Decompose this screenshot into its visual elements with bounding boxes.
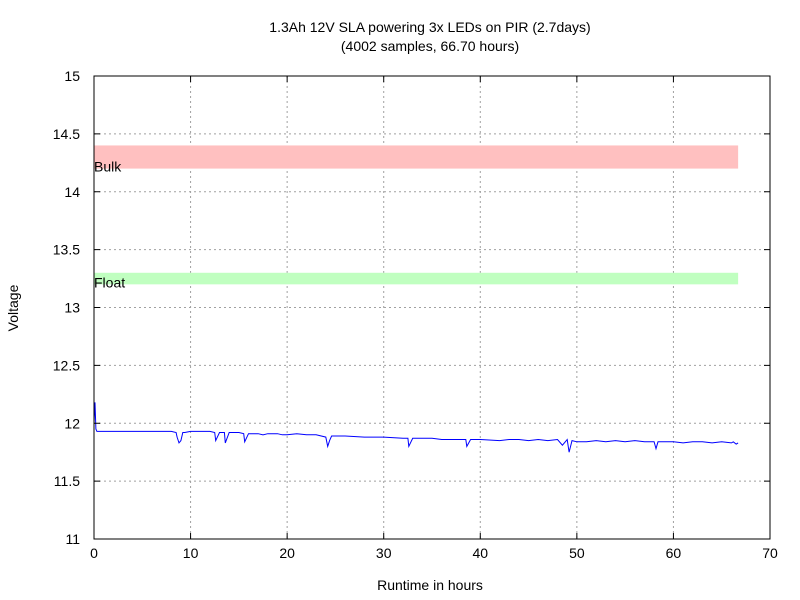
- x-tick-label: 30: [376, 545, 392, 561]
- band-float: [94, 272, 739, 285]
- axis-ticks: 0 10 20 30 40 50 60 70 11 11.5 12 12.5 13 13.5 14 14.5 1…: [53, 68, 778, 561]
- y-tick-label: 14.5: [53, 126, 80, 142]
- y-tick-label: 11.5: [54, 473, 80, 489]
- chart-title: 1.3Ah 12V SLA powering 3x LEDs on PIR (2…: [269, 19, 590, 35]
- y-tick-label: 13.5: [53, 242, 80, 258]
- x-tick-label: 60: [666, 545, 682, 561]
- x-axis-label: Runtime in hours: [377, 577, 483, 593]
- y-axis-label: Voltage: [5, 284, 21, 331]
- y-tick-label: 14: [64, 184, 80, 200]
- x-tick-label: 10: [183, 545, 199, 561]
- x-tick-label: 50: [569, 545, 585, 561]
- series-line: [93, 402, 739, 453]
- chart-subtitle: (4002 samples, 66.70 hours): [341, 38, 519, 54]
- x-tick-label: 20: [279, 545, 295, 561]
- y-tick-label: 11: [65, 531, 80, 547]
- y-tick-label: 12: [64, 415, 80, 431]
- band-label-float: Float: [94, 274, 125, 290]
- y-tick-label: 12.5: [53, 357, 80, 373]
- reference-bands: Bulk Float: [94, 145, 739, 290]
- grid: [94, 76, 770, 539]
- x-tick-label: 40: [472, 545, 488, 561]
- x-tick-label: 0: [90, 545, 98, 561]
- x-tick-label: 70: [762, 545, 778, 561]
- data-series: [93, 402, 739, 453]
- band-label-bulk: Bulk: [94, 159, 122, 175]
- band-bulk: [94, 145, 739, 169]
- y-tick-label: 13: [64, 300, 80, 316]
- y-tick-label: 15: [64, 68, 80, 84]
